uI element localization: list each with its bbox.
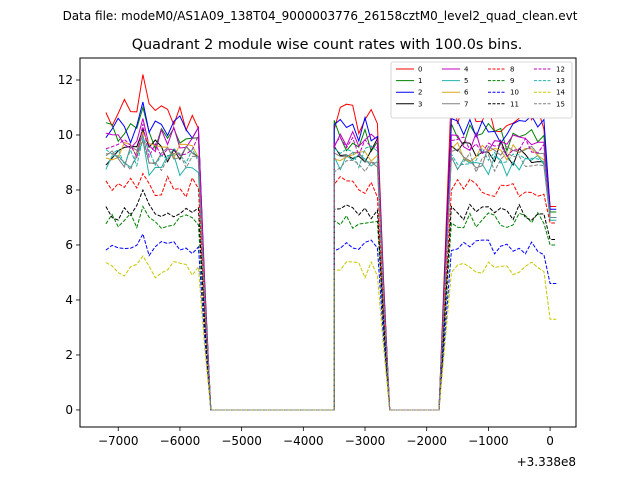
legend-label-11: 11: [510, 100, 519, 108]
x-tick-label: −6000: [160, 434, 201, 448]
x-axis: −7000 −6000 −5000 −4000 −3000 −2000 −1000 0: [98, 427, 554, 448]
plot-area: [79, 57, 577, 428]
series-line-14: [105, 255, 557, 411]
legend-label-4: 4: [464, 66, 469, 74]
y-tick-label: 8: [65, 183, 73, 197]
x-axis-offset-text: +3.338e8: [517, 455, 576, 469]
legend-label-1: 1: [418, 77, 422, 85]
series-line-15: [105, 139, 557, 411]
legend-label-3: 3: [418, 100, 422, 108]
legend-label-5: 5: [464, 77, 468, 85]
plot-frame: [79, 57, 577, 428]
legend-label-9: 9: [510, 77, 514, 85]
legend-label-6: 6: [464, 89, 469, 97]
series-lines: [105, 74, 557, 411]
x-tick-label: −3000: [345, 434, 386, 448]
series-line-10: [105, 232, 557, 411]
plot-background: [80, 58, 576, 427]
legend-label-13: 13: [556, 77, 565, 85]
series-line-11: [105, 188, 557, 411]
x-tick-label: −7000: [98, 434, 139, 448]
legend-frame: [390, 61, 573, 119]
x-tick-label: −1000: [468, 434, 509, 448]
legend-label-8: 8: [510, 66, 514, 74]
chart-suptitle: Data file: modeM0/AS1A09_138T04_90000037…: [63, 9, 578, 23]
y-tick-label: 6: [65, 238, 73, 252]
legend-label-14: 14: [556, 89, 565, 97]
y-axis: 0 2 4 6 8 10 12: [58, 73, 80, 417]
legend-label-12: 12: [556, 66, 565, 74]
y-tick-label: 12: [58, 73, 73, 87]
chart-title: Quadrant 2 module wise count rates with …: [132, 37, 523, 53]
series-line-13: [105, 136, 557, 411]
y-tick-label: 4: [65, 293, 73, 307]
y-tick-label: 0: [65, 403, 73, 417]
legend-label-15: 15: [556, 100, 565, 108]
y-tick-label: 10: [58, 128, 73, 142]
x-tick-label: 0: [546, 434, 554, 448]
legend-label-7: 7: [464, 100, 468, 108]
legend-label-0: 0: [418, 66, 422, 74]
legend-label-10: 10: [510, 89, 519, 97]
legend-label-2: 2: [418, 89, 422, 97]
x-tick-label: −2000: [406, 434, 447, 448]
y-tick-label: 2: [65, 348, 73, 362]
x-tick-label: −4000: [283, 434, 324, 448]
x-tick-label: −5000: [221, 434, 262, 448]
